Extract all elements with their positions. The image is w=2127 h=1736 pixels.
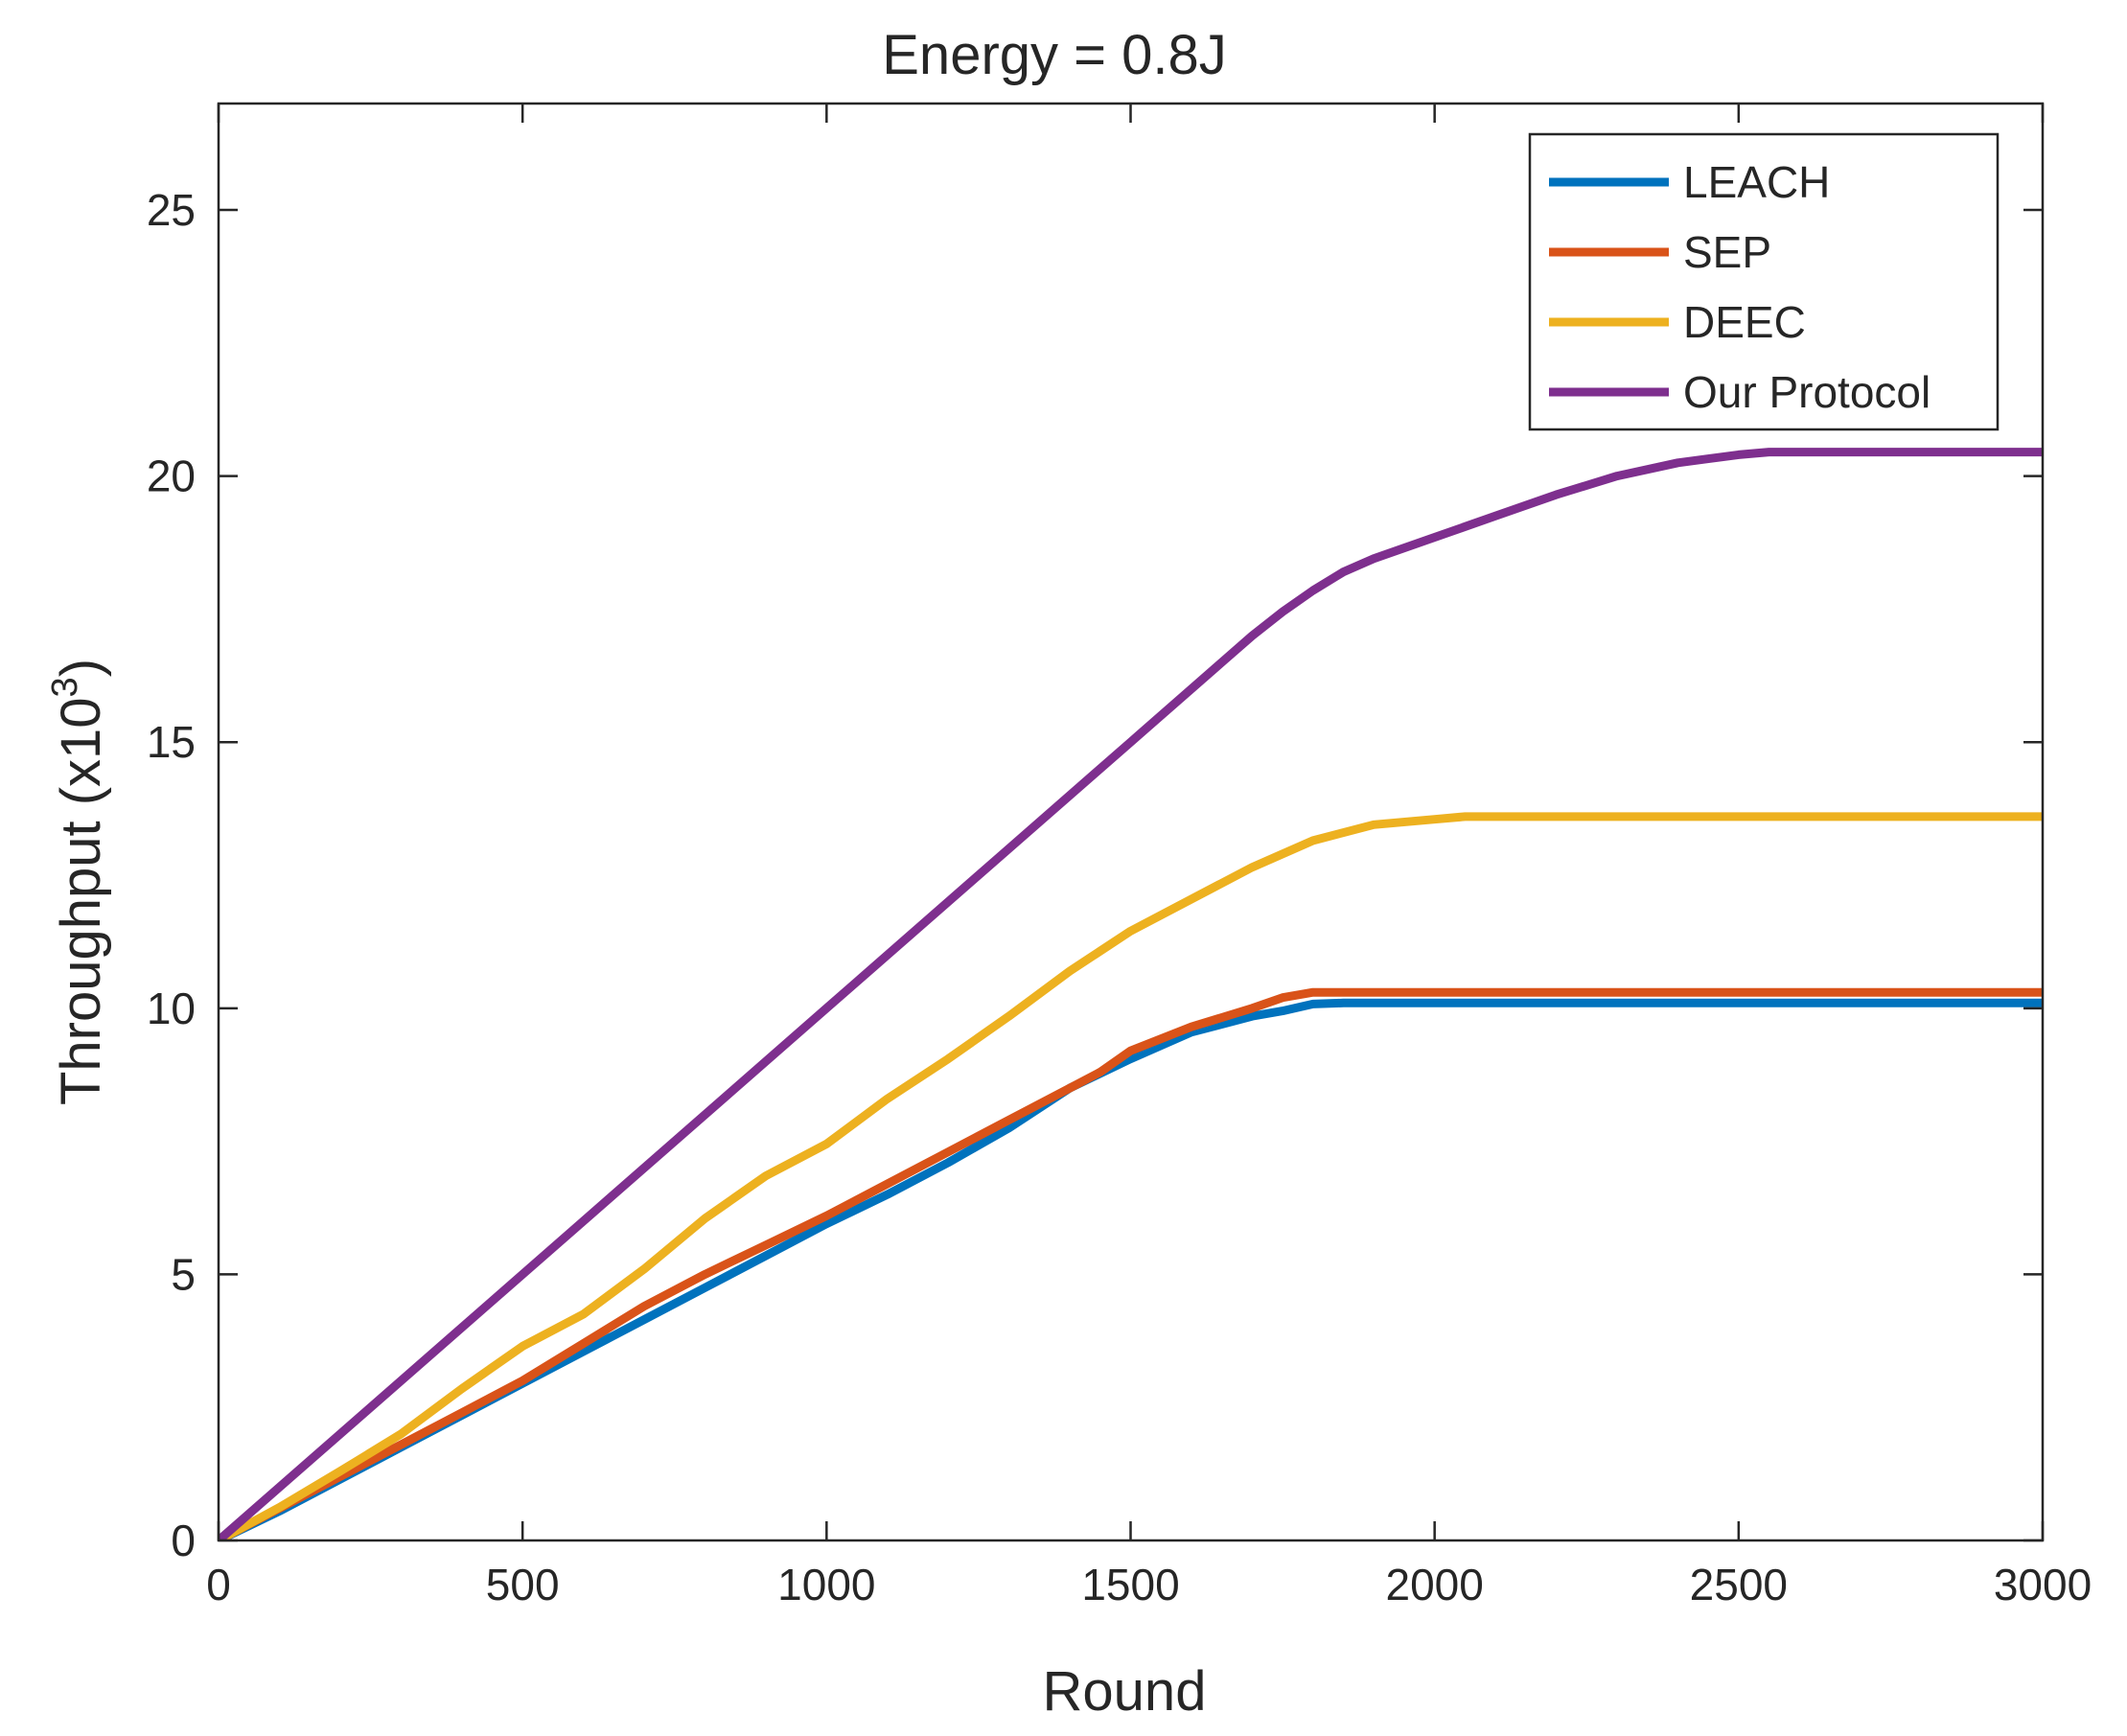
y-tick-label: 25 — [147, 185, 196, 235]
legend-label: SEP — [1683, 227, 1771, 277]
x-tick-label: 1000 — [777, 1560, 875, 1609]
x-tick-label: 1500 — [1081, 1560, 1179, 1609]
series-line-our-protocol — [219, 448, 2043, 1540]
legend-label: DEEC — [1683, 297, 1806, 347]
y-tick-label: 0 — [171, 1516, 196, 1565]
y-axis-label: Throughput (x103) — [45, 659, 112, 1105]
y-axis-label-base: Throughput (x10 — [50, 697, 112, 1105]
legend: LEACH SEP DEEC Our Protocol — [1528, 132, 2000, 431]
y-tick-label: 20 — [147, 451, 196, 501]
legend-label: Our Protocol — [1683, 367, 1930, 417]
x-tick-label: 3000 — [1994, 1560, 2092, 1609]
y-axis-label-close: ) — [50, 659, 112, 677]
y-tick-label: 10 — [147, 984, 196, 1033]
x-tick-label: 500 — [486, 1560, 560, 1609]
chart-title: Energy = 0.8J — [882, 24, 1227, 86]
ticks-layer: 0 500 1000 1500 2000 2500 3000 0 5 10 15 20 25 — [147, 104, 2092, 1609]
x-axis-label: Round — [1043, 1660, 1207, 1723]
y-tick-label: 5 — [171, 1249, 196, 1299]
x-tick-label: 2500 — [1690, 1560, 1788, 1609]
y-tick-label: 15 — [147, 717, 196, 767]
series-line-deec — [219, 812, 2043, 1540]
y-axis-label-exponent: 3 — [45, 677, 85, 697]
x-tick-label: 0 — [206, 1560, 231, 1609]
series-line-sep — [219, 987, 2043, 1540]
legend-label: LEACH — [1683, 157, 1830, 207]
x-tick-label: 2000 — [1385, 1560, 1483, 1609]
series-layer — [219, 448, 2043, 1540]
